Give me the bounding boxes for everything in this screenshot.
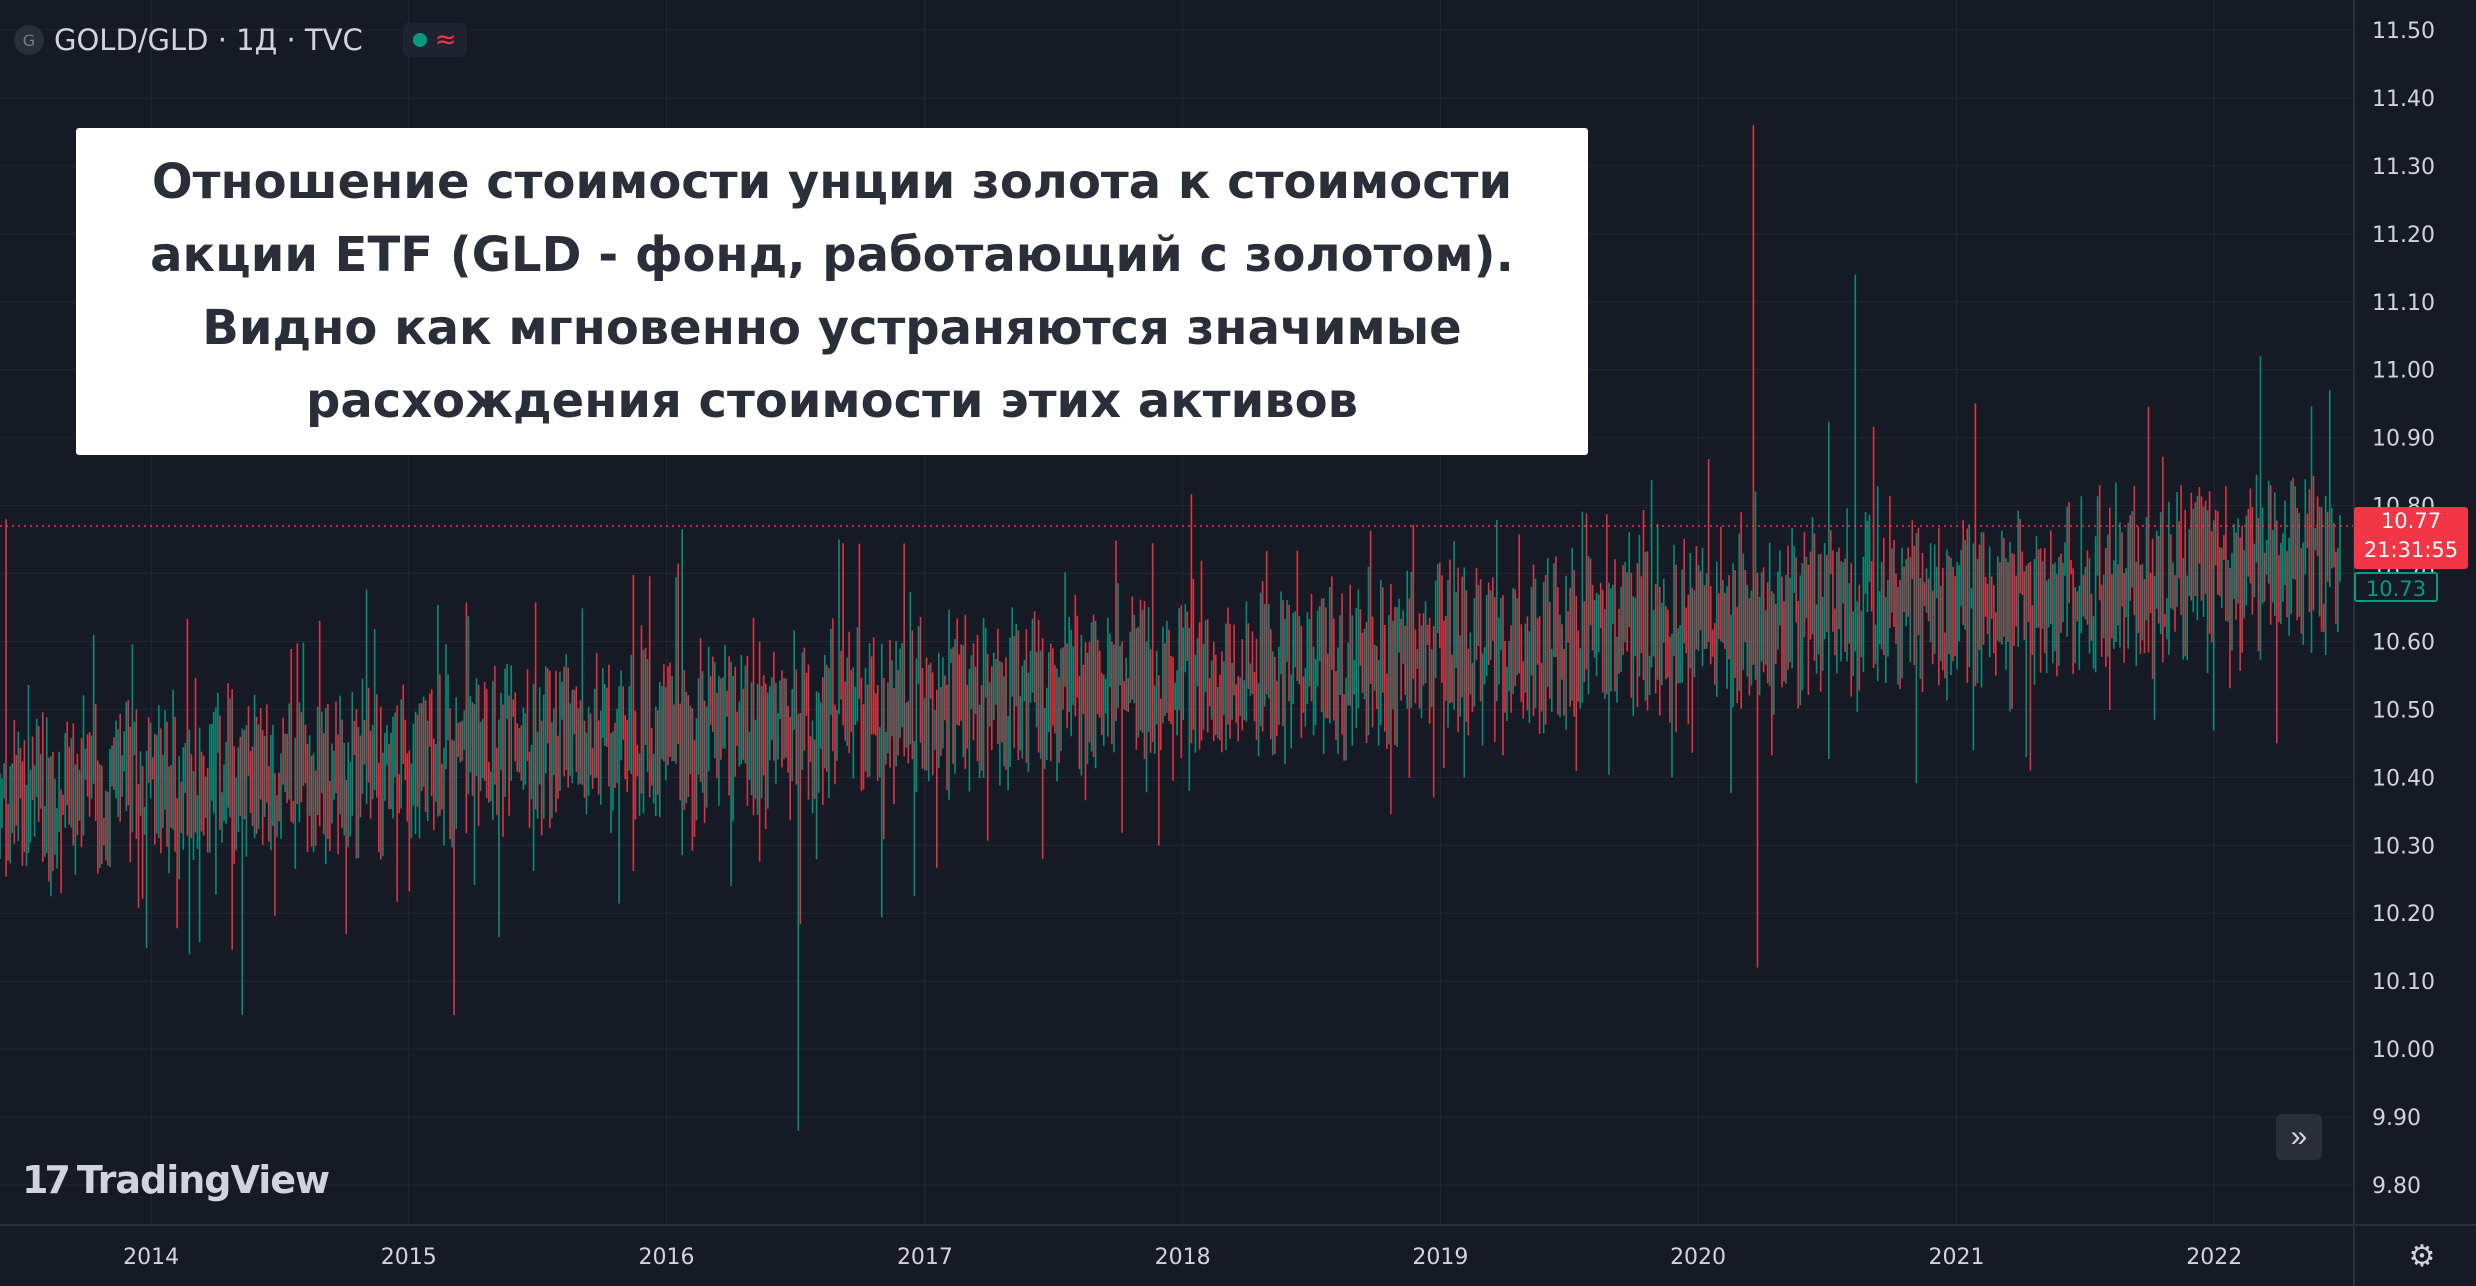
- price-tick-label: 10.10: [2372, 970, 2435, 995]
- up-candles: [0, 274, 2341, 1131]
- tradingview-mark-icon: 17: [22, 1158, 71, 1202]
- reference-price-value: 10.73: [2365, 577, 2427, 601]
- time-tick-label: 2018: [1155, 1245, 1211, 1270]
- time-tick-label: 2017: [897, 1245, 953, 1270]
- price-tick-label: 11.40: [2372, 87, 2435, 112]
- price-tick-label: 11.00: [2372, 359, 2435, 384]
- symbol-logo-icon: G: [14, 25, 44, 55]
- price-tick-label: 11.30: [2372, 155, 2435, 180]
- annotation-text: Отношение стоимости унции золота к стоим…: [150, 153, 1514, 429]
- price-tick-label: 10.60: [2372, 630, 2435, 655]
- down-candles: [5, 125, 2337, 1016]
- price-tick-label: 10.50: [2372, 698, 2435, 723]
- price-tick-label: 10.20: [2372, 902, 2435, 927]
- time-axis[interactable]: 2014 2015 2016 2017 2018 2019 2020 2021 2022: [0, 1224, 2476, 1270]
- symbol-title[interactable]: GOLD/GLD · 1Д · TVC: [54, 23, 363, 57]
- time-tick-label: 2022: [2186, 1245, 2242, 1270]
- time-tick-label: 2016: [639, 1245, 695, 1270]
- price-tick-label: 9.90: [2372, 1106, 2421, 1131]
- market-status[interactable]: ≈: [402, 23, 467, 57]
- price-tick-label: 11.50: [2372, 19, 2435, 44]
- time-tick-label: 2019: [1412, 1245, 1468, 1270]
- time-tick-label: 2020: [1670, 1245, 1726, 1270]
- scroll-to-realtime-button[interactable]: »: [2276, 1114, 2322, 1160]
- tradingview-wordmark: TradingView: [76, 1158, 330, 1202]
- gear-icon: ⚙: [2408, 1239, 2436, 1273]
- time-tick-label: 2021: [1928, 1245, 1984, 1270]
- price-axis[interactable]: 11.5011.4011.3011.2011.1011.0010.9010.80…: [2353, 0, 2435, 1286]
- price-tick-label: 10.30: [2372, 834, 2435, 859]
- chart-settings-button[interactable]: ⚙: [2404, 1238, 2440, 1274]
- bar-countdown: 21:31:55: [2363, 538, 2459, 562]
- price-tick-label: 11.20: [2372, 223, 2435, 248]
- price-tick-label: 9.80: [2372, 1174, 2421, 1199]
- annotation-box: Отношение стоимости унции золота к стоим…: [76, 128, 1588, 455]
- current-price-label: 10.77 21:31:55: [2354, 507, 2468, 569]
- price-tick-label: 10.40: [2372, 766, 2435, 791]
- tradingview-logo[interactable]: 17 TradingView: [22, 1158, 330, 1202]
- current-price-value: 10.77: [2380, 509, 2442, 533]
- data-delay-icon: ≈: [434, 25, 457, 55]
- candle-series: [0, 125, 2341, 1131]
- price-tick-label: 10.90: [2372, 427, 2435, 452]
- time-tick-label: 2014: [123, 1245, 179, 1270]
- market-open-dot-icon: [412, 33, 427, 47]
- double-chevron-right-icon: »: [2290, 1120, 2308, 1153]
- time-tick-label: 2015: [381, 1245, 437, 1270]
- price-tick-label: 11.10: [2372, 291, 2435, 316]
- reference-price-label: 10.73: [2354, 572, 2438, 602]
- symbol-legend[interactable]: G GOLD/GLD · 1Д · TVC ≈: [14, 18, 467, 62]
- price-tick-label: 10.00: [2372, 1038, 2435, 1063]
